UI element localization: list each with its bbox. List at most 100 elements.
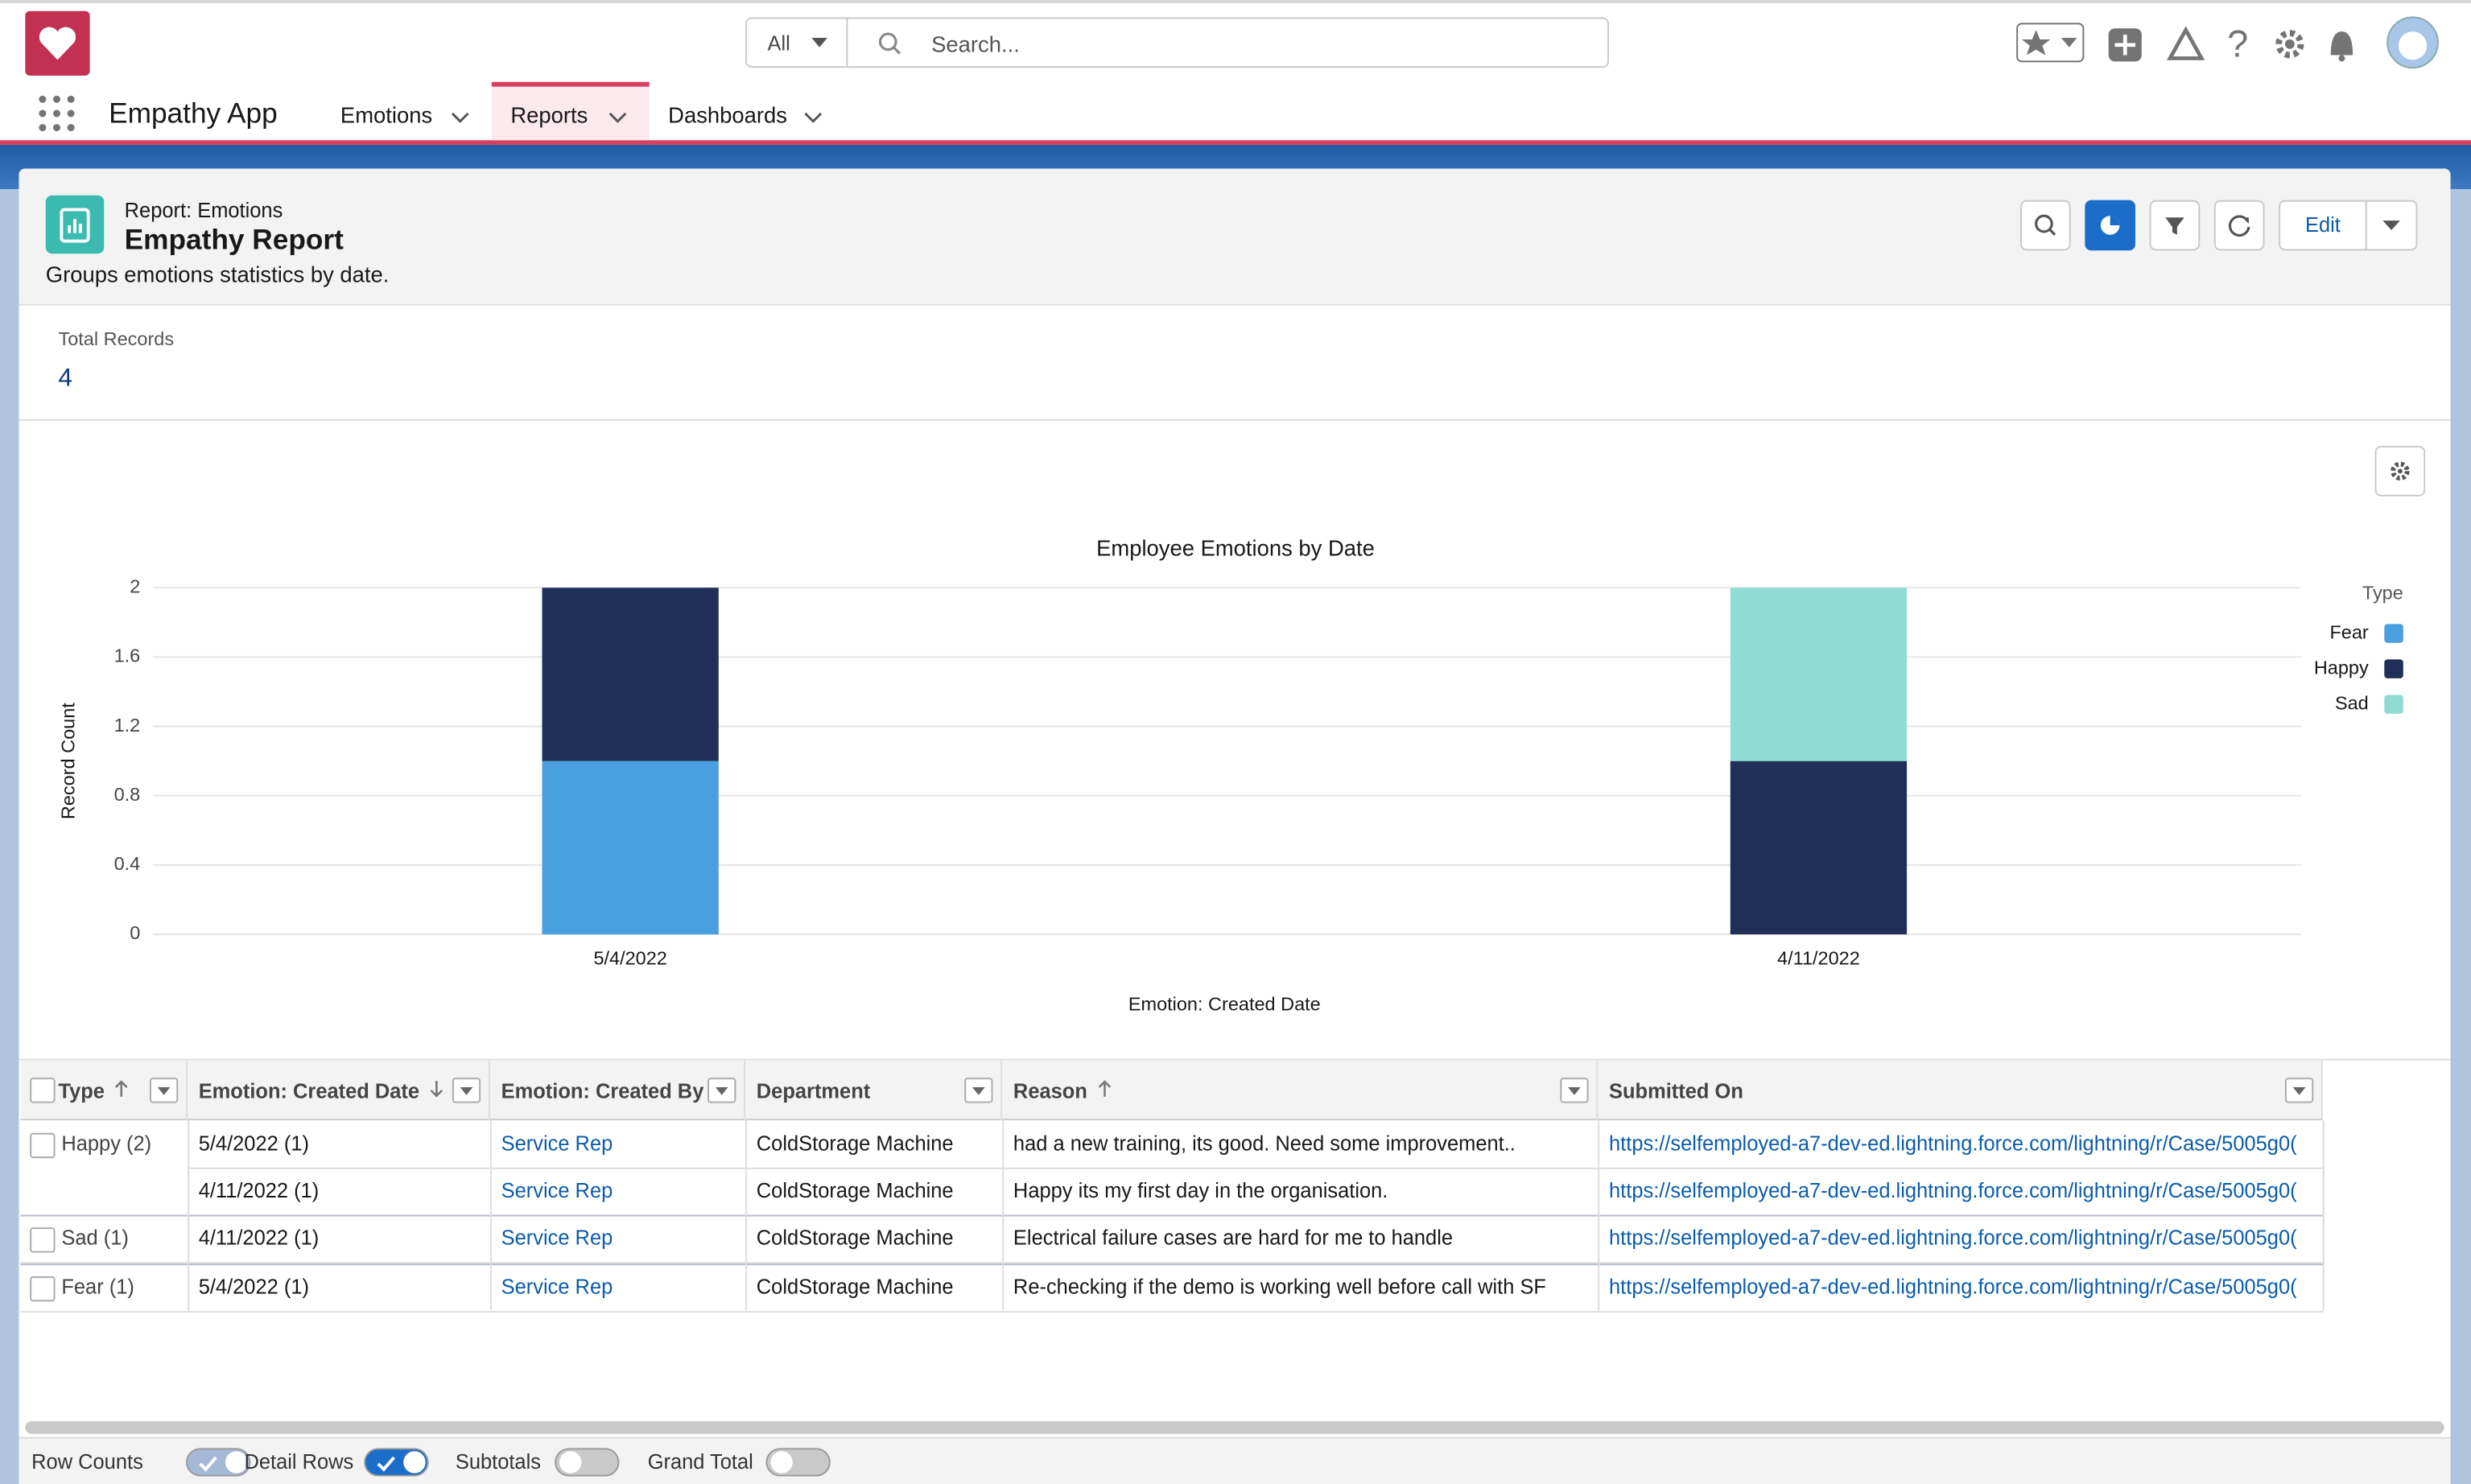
table-cell: 4/11/2022 (1): [198, 1178, 320, 1202]
toggle-switch[interactable]: [364, 1448, 429, 1477]
table-top: [19, 1058, 2451, 1061]
column-header[interactable]: Department: [745, 1060, 1003, 1121]
toggle-label: Subtotals: [455, 1449, 541, 1474]
table-cell[interactable]: https://selfemployed-a7-dev-ed.lightning…: [1609, 1178, 2297, 1202]
table-cell: ColdStorage Machine: [756, 1226, 954, 1250]
app-launcher[interactable]: [38, 94, 76, 132]
icon: [1568, 1086, 1581, 1095]
total-records: 4: [58, 365, 72, 393]
toggle-label: Grand Total: [647, 1449, 753, 1474]
y-tick-label: 1.2: [114, 715, 141, 736]
icon: [460, 1086, 473, 1095]
row-border: [20, 1310, 2323, 1313]
column-menu[interactable]: [707, 1078, 736, 1103]
table-cell[interactable]: https://selfemployed-a7-dev-ed.lightning…: [1609, 1131, 2297, 1156]
logo[interactable]: [25, 10, 90, 76]
y-tick-label: 1.6: [114, 645, 141, 666]
column-header[interactable]: Submitted On: [1598, 1060, 2323, 1121]
search-button[interactable]: [2020, 200, 2071, 251]
column-divider: [2322, 1120, 2325, 1311]
toggle-knob: [403, 1451, 426, 1474]
checkbox[interactable]: [30, 1227, 56, 1253]
column-divider: [187, 1120, 189, 1311]
table-cell: Fear (1): [20, 1263, 188, 1311]
column-header-label: Department: [756, 1079, 871, 1103]
search-box[interactable]: [745, 17, 1610, 68]
nav-tab[interactable]: Reports: [491, 81, 650, 141]
toggle-switch[interactable]: [765, 1448, 831, 1477]
legend-label: Sad: [2335, 692, 2369, 713]
sort-arrow: [105, 1079, 133, 1103]
table-cell: ColdStorage Machine: [756, 1274, 954, 1299]
legend-title: Type: [2362, 582, 2403, 603]
table-cell[interactable]: https://selfemployed-a7-dev-ed.lightning…: [1609, 1226, 2297, 1250]
table-cell: ColdStorage Machine: [756, 1178, 954, 1202]
y-axis-label: Record Count: [57, 703, 78, 819]
menu-button[interactable]: [2365, 200, 2418, 251]
column-header[interactable]: Reason: [1002, 1060, 1599, 1121]
edit-label: Edit: [2305, 212, 2341, 237]
caret: [608, 112, 627, 123]
report-icon-glyph: [60, 208, 90, 243]
column-header[interactable]: Emotion: Created By: [490, 1060, 746, 1121]
table-cell: 4/11/2022 (1): [198, 1226, 320, 1250]
table-cell[interactable]: Service Rep: [501, 1274, 613, 1299]
table-cell[interactable]: https://selfemployed-a7-dev-ed.lightning…: [1609, 1274, 2297, 1299]
scrollbar[interactable]: [25, 1421, 2444, 1434]
nav-tab[interactable]: Dashboards: [650, 82, 845, 140]
checkbox[interactable]: [30, 1276, 56, 1302]
search-placeholder[interactable]: Search...: [931, 31, 1020, 57]
table-cell: Re-checking if the demo is working well …: [1013, 1274, 1546, 1299]
legend-swatch: [2384, 695, 2403, 714]
search-scope[interactable]: All: [767, 31, 790, 56]
logo-heart: [39, 27, 76, 60]
checkbox[interactable]: [30, 1078, 56, 1103]
scope-caret: [811, 37, 827, 47]
sort-icon: [115, 1080, 129, 1097]
checkbox[interactable]: [30, 1132, 56, 1159]
toggle-knob: [770, 1451, 793, 1474]
sort-icon: [1098, 1080, 1112, 1097]
column-menu[interactable]: [964, 1078, 993, 1103]
column-menu[interactable]: [1560, 1078, 1589, 1103]
bar-segment: [1730, 587, 1908, 761]
table-cell[interactable]: Service Rep: [501, 1226, 613, 1250]
nav-tab-label: Dashboards: [668, 102, 787, 128]
sort-icon: [430, 1081, 443, 1098]
table-cell: Happy (2): [20, 1120, 188, 1168]
nav-tab[interactable]: Emotions: [321, 82, 491, 140]
column-menu[interactable]: [452, 1078, 481, 1103]
edit-button[interactable]: Edit: [2279, 200, 2367, 251]
table-cell: had a new training, its good. Need some …: [1013, 1131, 1516, 1156]
table-cell[interactable]: Service Rep: [501, 1131, 613, 1156]
toggle-switch[interactable]: [555, 1448, 620, 1477]
column-header[interactable]: Type: [20, 1060, 188, 1121]
caret: [804, 112, 823, 123]
filter-button[interactable]: [2149, 200, 2201, 251]
toggle-label: Detail Rows: [244, 1449, 354, 1474]
column-header-label: Emotion: Created Date: [199, 1079, 448, 1103]
y-tick-label: 2: [130, 576, 140, 597]
legend-swatch: [2384, 659, 2403, 678]
icon: [2035, 214, 2056, 236]
column-divider: [745, 1120, 748, 1311]
search-icon: [878, 32, 901, 55]
column-header[interactable]: Emotion: Created Date: [188, 1060, 490, 1121]
column-menu[interactable]: [2284, 1078, 2314, 1103]
table-cell[interactable]: Service Rep: [501, 1178, 613, 1202]
icon: [2382, 221, 2400, 230]
refresh-button[interactable]: [2213, 200, 2265, 251]
group-border: [20, 1214, 2323, 1217]
column-menu[interactable]: [150, 1078, 179, 1103]
y-tick-label: 0.8: [114, 784, 141, 805]
icon: [2100, 216, 2120, 235]
nav-tab-label: Reports: [510, 102, 588, 128]
chart-button[interactable]: [2085, 200, 2135, 251]
report-icon: [45, 195, 105, 254]
app-name: Empathy App: [109, 97, 278, 130]
x-axis-label: Emotion: Created Date: [1128, 993, 1321, 1014]
icon: [715, 1086, 728, 1095]
icon: [2292, 1086, 2306, 1095]
chart-settings[interactable]: [2374, 446, 2426, 497]
